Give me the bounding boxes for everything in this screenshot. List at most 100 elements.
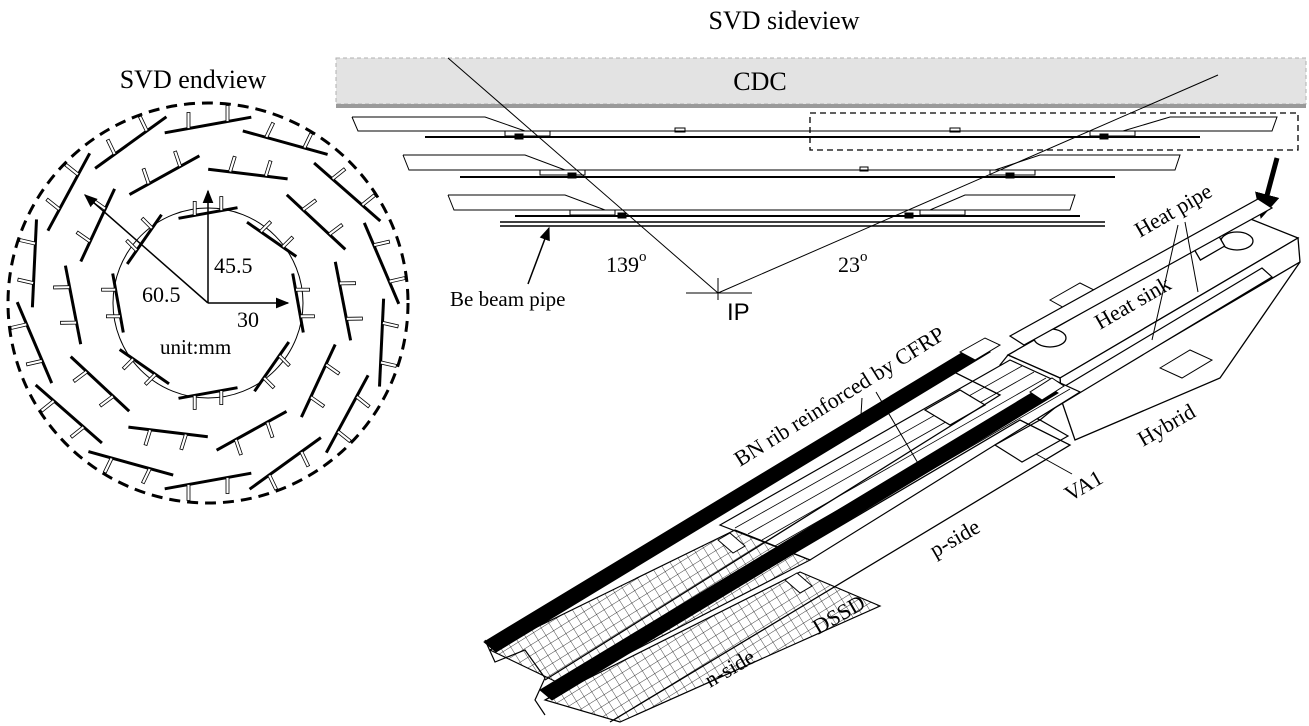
endview-ladder-l1	[324, 374, 370, 454]
hybrid-bump	[1158, 349, 1214, 379]
endview-ladder-leg	[75, 230, 92, 244]
endview-ladder-leg	[53, 285, 71, 290]
endview-ladder-leg	[72, 369, 89, 383]
ip-label: IP	[727, 299, 750, 326]
endview-ladder-leg	[186, 484, 191, 501]
endview-ladder-leg	[302, 132, 314, 150]
endview-ladder-leg	[143, 428, 153, 447]
endview-ladder-l1	[34, 383, 103, 445]
connector-bump	[717, 532, 746, 554]
endview-ladder-leg	[60, 320, 77, 325]
radius-outer-label: 60.5	[142, 282, 181, 307]
endview-ladder-leg	[309, 395, 326, 409]
endview-ladder-leg	[225, 105, 230, 122]
endview-ladder-leg	[339, 281, 356, 286]
endview-ladder-leg	[186, 112, 191, 129]
endview-ladder-l3	[291, 273, 305, 333]
endview-ladder-l2	[333, 261, 353, 341]
endview-ladder-leg	[262, 376, 276, 390]
ladder-layer-1	[447, 194, 1080, 219]
endview-ladder-l1	[362, 222, 401, 305]
endview-ladder-leg	[219, 390, 224, 406]
sideview-panel: SVD sideview CDC	[335, 6, 1307, 326]
ladder-endcap-left	[484, 639, 546, 716]
endview-ladder-leg	[90, 197, 107, 211]
endview-ladder-leg	[225, 477, 230, 494]
endview-ladder-l2	[128, 425, 208, 439]
endview-ladder-leg	[301, 198, 318, 212]
endview-ladder-l2	[69, 355, 131, 413]
endview-ladder-l2	[128, 154, 201, 196]
endview-ladder-leg	[64, 162, 80, 177]
endview-panel: SVD endview 60.5 45.5 30 unit:mm	[6, 65, 410, 505]
bn-rib-upper	[483, 344, 992, 653]
endview-ladder-leg	[267, 473, 279, 491]
outer-boundary-circle	[6, 101, 410, 505]
angle-forward-label: 23o	[838, 249, 868, 277]
endview-ladder-leg	[18, 238, 37, 246]
rib-head-upper	[958, 337, 1002, 361]
ladder-segments	[10, 105, 406, 501]
endview-ladder-leg	[98, 394, 115, 408]
endview-ladder-leg	[140, 216, 154, 230]
angle-backward-label: 139o	[606, 249, 647, 277]
beam-pipe-pointer	[527, 226, 550, 285]
endview-ladder-leg	[219, 196, 224, 212]
endview-ladder-leg	[141, 167, 151, 185]
bn-rib-lower	[539, 384, 1059, 701]
endview-ladder-leg	[345, 316, 363, 321]
cdc-label: CDC	[733, 67, 786, 96]
rib-leader-2	[875, 391, 923, 471]
endview-ladder-l1	[94, 115, 168, 170]
endview-ladder-leg	[265, 421, 275, 439]
endview-ladder-leg	[101, 287, 116, 292]
endview-ladder-l1	[313, 161, 382, 223]
endview-ladder-leg	[10, 322, 28, 330]
endview-ladder-leg	[25, 358, 44, 367]
endview-ladder-leg	[121, 357, 135, 371]
endview-ladder-leg	[233, 438, 243, 456]
endview-ladder-leg	[179, 433, 188, 451]
endview-ladder-leg	[106, 314, 121, 319]
endview-ladder-leg	[330, 167, 347, 181]
endview-ladder-l1	[378, 298, 386, 387]
unit-label: unit:mm	[160, 335, 231, 359]
endview-ladder-l3	[111, 273, 125, 333]
ladder-layer-3	[351, 116, 1278, 140]
endview-ladder-leg	[327, 223, 344, 237]
rib-head-lower	[1029, 377, 1065, 401]
endview-ladder-leg	[173, 150, 183, 168]
endview-ladder-leg	[137, 115, 149, 133]
radius-inner-label: 30	[237, 307, 259, 332]
endview-ladder-l1	[15, 301, 54, 384]
radius-mid-label: 45.5	[214, 253, 253, 278]
heat-pipe-leader-1	[1151, 224, 1179, 341]
heat-pipe-leader-2	[1184, 221, 1199, 293]
endview-ladder-leg	[69, 425, 86, 439]
endview-ladder-l2	[285, 193, 347, 251]
endview-ladder-l1	[164, 471, 252, 491]
endview-ladder-leg	[324, 362, 341, 376]
endview-ladder-l1	[248, 436, 322, 491]
endview-ladder-l2	[215, 410, 288, 452]
mesh-ladder-upper	[488, 529, 812, 687]
endview-title: SVD endview	[120, 65, 267, 94]
sideview-title: SVD sideview	[709, 6, 860, 35]
endview-ladder-leg	[105, 138, 117, 156]
endview-ladder-l3	[178, 386, 238, 400]
endview-ladder-l2	[63, 265, 83, 345]
endview-ladder-l1	[164, 115, 252, 135]
endview-ladder-leg	[264, 121, 276, 139]
connector-bump	[784, 572, 813, 594]
endview-ladder-leg	[102, 456, 114, 474]
ladder-detail	[483, 198, 1301, 723]
endview-ladder-leg	[192, 394, 197, 410]
endview-ladder-l1	[46, 152, 92, 232]
endview-ladder-l1	[30, 219, 38, 308]
endview-ladder-leg	[125, 238, 139, 253]
endview-ladder-leg	[258, 220, 273, 234]
endview-ladder-leg	[228, 155, 237, 173]
p-side-label: p-side	[925, 514, 984, 563]
va1-leader	[1035, 453, 1073, 475]
